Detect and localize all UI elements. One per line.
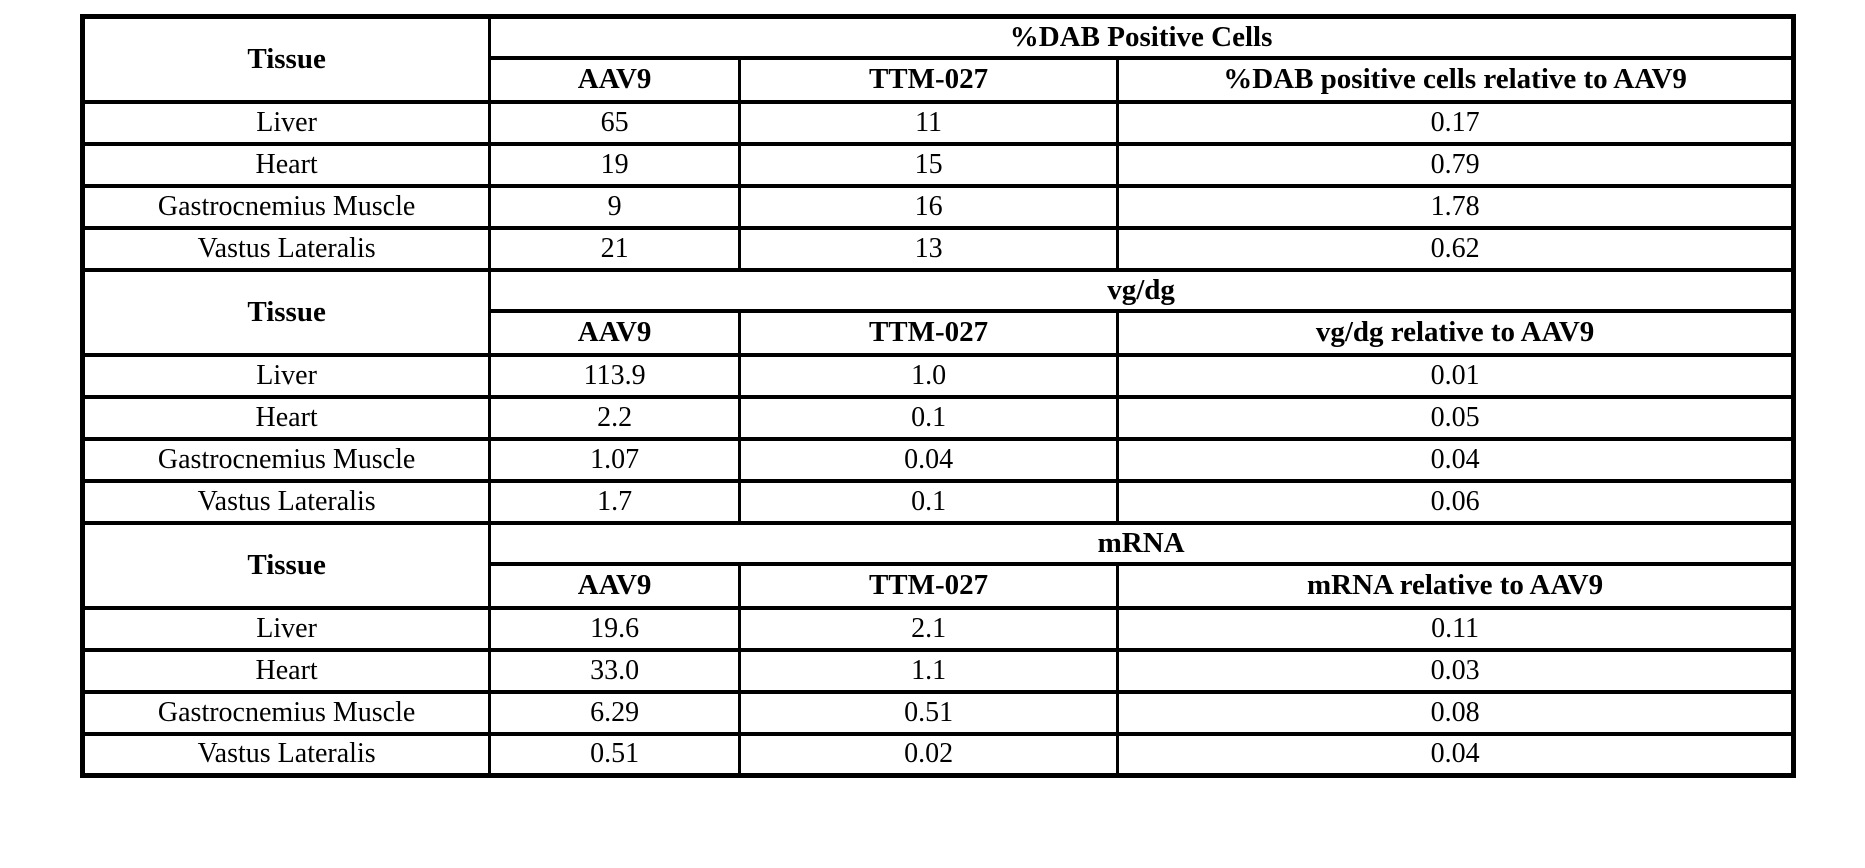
col-header-ttm027: TTM-027: [737, 55, 1120, 104]
tissue-cell: Vastus Lateralis: [80, 731, 492, 778]
tissue-cell: Gastrocnemius Muscle: [80, 183, 492, 230]
col-header-relative: vg/dg relative to AAV9: [1116, 308, 1795, 357]
tissue-cell: Liver: [80, 352, 492, 399]
relative-cell: 0.05: [1116, 394, 1795, 441]
relative-cell: 0.06: [1116, 478, 1795, 525]
table-row: Vastus Lateralis 1.7 0.1 0.06: [80, 478, 1795, 525]
aav9-cell: 2.2: [488, 394, 741, 441]
tissue-cell: Heart: [80, 141, 492, 188]
tissue-column-header: Tissue: [80, 520, 492, 610]
ttm027-cell: 2.1: [737, 605, 1120, 652]
col-header-aav9: AAV9: [488, 55, 741, 104]
tissue-cell: Heart: [80, 394, 492, 441]
ttm027-cell: 0.04: [737, 436, 1120, 483]
aav9-cell: 21: [488, 225, 741, 272]
col-header-relative: mRNA relative to AAV9: [1116, 561, 1795, 610]
table-row: Gastrocnemius Muscle 6.29 0.51 0.08: [80, 689, 1795, 736]
section-title-row: Tissue vg/dg: [80, 267, 1795, 357]
section-title-dab: %DAB Positive Cells: [488, 14, 1795, 60]
section-title-row: Tissue mRNA: [80, 520, 1795, 610]
relative-cell: 0.11: [1116, 605, 1795, 652]
column-header-row: AAV9 TTM-027 %DAB positive cells relativ…: [83, 55, 1795, 104]
tissue-column-header: Tissue: [80, 267, 492, 357]
table-row: Heart 2.2 0.1 0.05: [80, 394, 1795, 441]
ttm027-cell: 0.1: [737, 394, 1120, 441]
table-row: Heart 19 15 0.79: [80, 141, 1795, 188]
relative-cell: 0.62: [1116, 225, 1795, 272]
relative-cell: 1.78: [1116, 183, 1795, 230]
ttm027-cell: 0.02: [737, 731, 1120, 778]
aav9-cell: 6.29: [488, 689, 741, 736]
col-header-ttm027: TTM-027: [737, 308, 1120, 357]
ttm027-cell: 11: [737, 99, 1120, 146]
ttm027-cell: 1.0: [737, 352, 1120, 399]
relative-cell: 0.04: [1116, 731, 1795, 778]
aav9-cell: 113.9: [488, 352, 741, 399]
ttm027-cell: 1.1: [737, 647, 1120, 694]
ttm027-cell: 0.1: [737, 478, 1120, 525]
col-header-relative: %DAB positive cells relative to AAV9: [1116, 55, 1795, 104]
aav9-cell: 0.51: [488, 731, 741, 778]
aav9-cell: 1.07: [488, 436, 741, 483]
tissue-cell: Heart: [80, 647, 492, 694]
table-row: Liver 65 11 0.17: [80, 99, 1795, 146]
table-row: Gastrocnemius Muscle 1.07 0.04 0.04: [80, 436, 1795, 483]
table-row: Gastrocnemius Muscle 9 16 1.78: [80, 183, 1795, 230]
aav9-cell: 9: [488, 183, 741, 230]
relative-cell: 0.08: [1116, 689, 1795, 736]
relative-cell: 0.79: [1116, 141, 1795, 188]
tissue-cell: Gastrocnemius Muscle: [80, 689, 492, 736]
table-row: Liver 19.6 2.1 0.11: [80, 605, 1795, 652]
column-header-row: AAV9 TTM-027 mRNA relative to AAV9: [83, 561, 1795, 610]
relative-cell: 0.04: [1116, 436, 1795, 483]
ttm027-cell: 0.51: [737, 689, 1120, 736]
aav9-cell: 33.0: [488, 647, 741, 694]
col-header-aav9: AAV9: [488, 561, 741, 610]
tissue-comparison-table-container: Tissue %DAB Positive Cells AAV9 TTM-027 …: [80, 14, 1796, 778]
aav9-cell: 1.7: [488, 478, 741, 525]
relative-cell: 0.03: [1116, 647, 1795, 694]
ttm027-cell: 16: [737, 183, 1120, 230]
section-title-row: Tissue %DAB Positive Cells: [80, 14, 1795, 104]
tissue-cell: Gastrocnemius Muscle: [80, 436, 492, 483]
col-header-aav9: AAV9: [488, 308, 741, 357]
ttm027-cell: 13: [737, 225, 1120, 272]
aav9-cell: 19: [488, 141, 741, 188]
aav9-cell: 65: [488, 99, 741, 146]
aav9-cell: 19.6: [488, 605, 741, 652]
table-row: Vastus Lateralis 0.51 0.02 0.04: [80, 731, 1795, 778]
section-title-vgdg: vg/dg: [488, 267, 1795, 313]
tissue-cell: Liver: [80, 99, 492, 146]
ttm027-cell: 15: [737, 141, 1120, 188]
tissue-column-header: Tissue: [80, 14, 492, 104]
table-row: Heart 33.0 1.1 0.03: [80, 647, 1795, 694]
column-header-row: AAV9 TTM-027 vg/dg relative to AAV9: [83, 308, 1795, 357]
tissue-comparison-table: Tissue %DAB Positive Cells AAV9 TTM-027 …: [80, 14, 1796, 778]
table-row: Liver 113.9 1.0 0.01: [80, 352, 1795, 399]
tissue-cell: Vastus Lateralis: [80, 225, 492, 272]
tissue-cell: Vastus Lateralis: [80, 478, 492, 525]
col-header-ttm027: TTM-027: [737, 561, 1120, 610]
relative-cell: 0.01: [1116, 352, 1795, 399]
table-row: Vastus Lateralis 21 13 0.62: [80, 225, 1795, 272]
relative-cell: 0.17: [1116, 99, 1795, 146]
section-title-mrna: mRNA: [488, 520, 1795, 566]
tissue-cell: Liver: [80, 605, 492, 652]
